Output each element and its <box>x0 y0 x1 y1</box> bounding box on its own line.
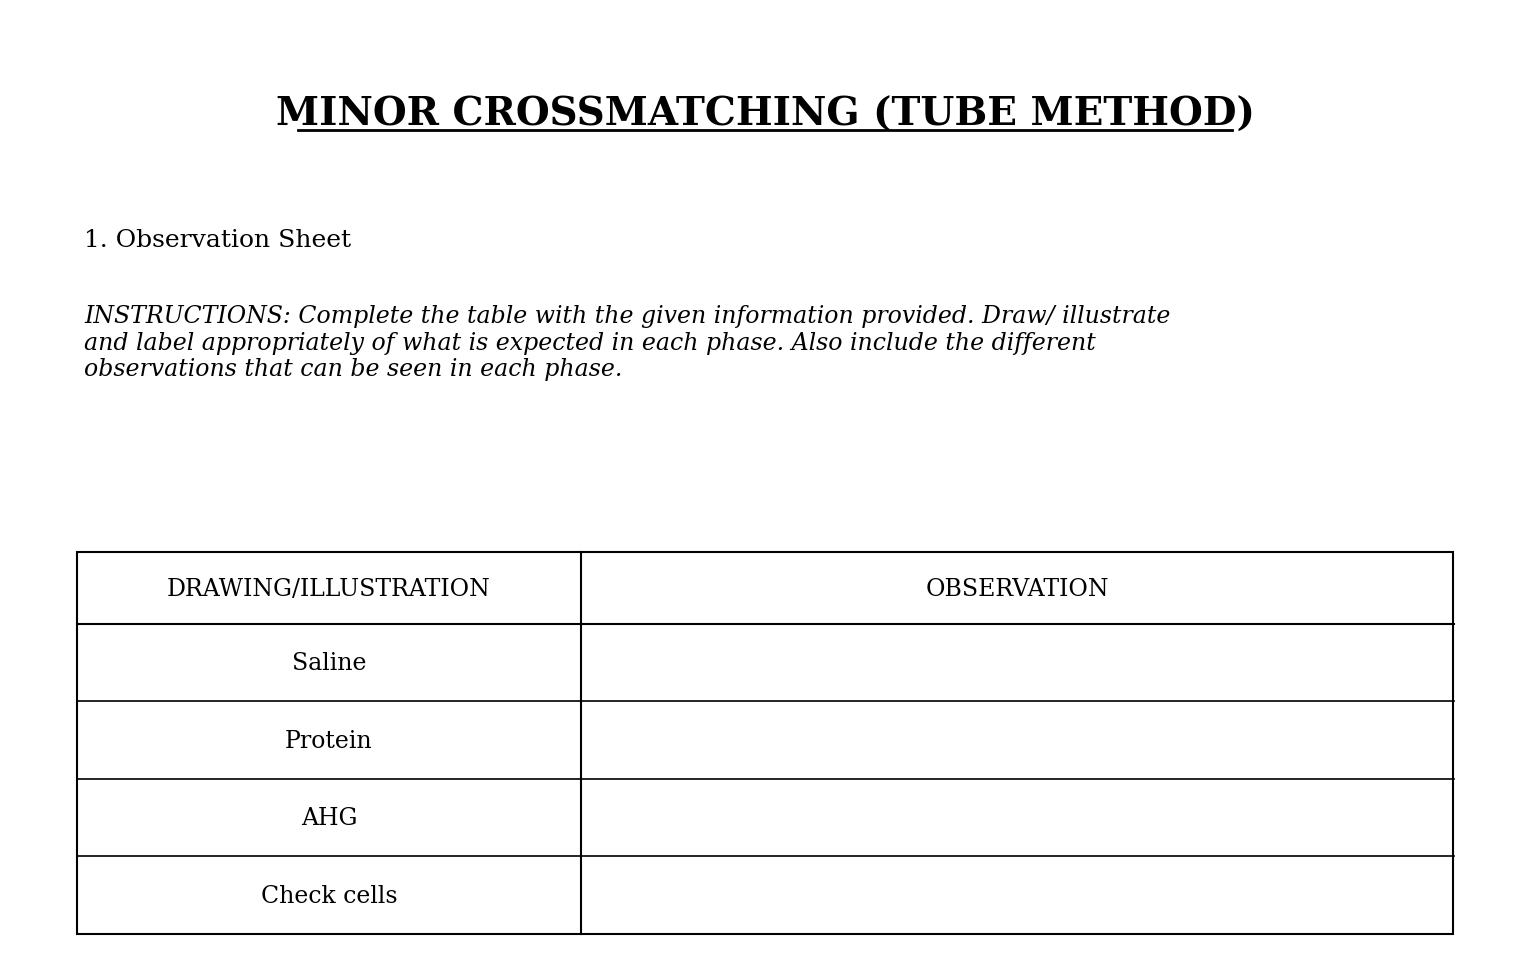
Text: Saline: Saline <box>292 652 366 675</box>
Text: DRAWING/ILLUSTRATION: DRAWING/ILLUSTRATION <box>167 577 491 600</box>
Text: MINOR CROSSMATCHING (TUBE METHOD): MINOR CROSSMATCHING (TUBE METHOD) <box>275 95 1255 133</box>
Text: Check cells: Check cells <box>260 883 398 906</box>
Text: Protein: Protein <box>285 729 373 752</box>
Text: AHG: AHG <box>301 806 356 829</box>
Text: INSTRUCTIONS: Complete the table with the given information provided. Draw/ illu: INSTRUCTIONS: Complete the table with th… <box>84 305 1170 381</box>
Text: 1. Observation Sheet: 1. Observation Sheet <box>84 229 352 252</box>
Text: OBSERVATION: OBSERVATION <box>926 577 1109 600</box>
